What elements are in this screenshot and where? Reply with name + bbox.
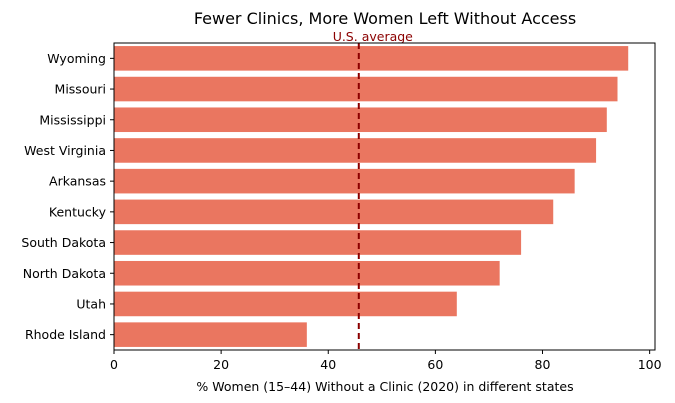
bar-west-virginia xyxy=(114,138,597,163)
y-tick-label: Kentucky xyxy=(49,204,107,219)
bar-utah xyxy=(114,291,457,317)
bar-arkansas xyxy=(114,168,575,194)
bar-kentucky xyxy=(114,199,554,225)
y-tick-labels: Wyoming Missouri Mississippi West Virginia A… xyxy=(21,51,114,342)
y-tick-label: Utah xyxy=(76,296,106,311)
y-tick-label: North Dakota xyxy=(23,266,106,281)
bar-wyoming xyxy=(114,46,629,71)
y-tick-label: Missouri xyxy=(55,82,106,97)
x-tick-label: 60 xyxy=(427,357,443,372)
y-tick-label: Wyoming xyxy=(47,51,106,66)
x-tick-label: 0 xyxy=(110,357,118,372)
y-tick-label: Arkansas xyxy=(49,174,106,189)
x-tick-label: 20 xyxy=(213,357,229,372)
bar-north-dakota xyxy=(114,260,500,286)
chart-title: Fewer Clinics, More Women Left Without A… xyxy=(194,9,576,28)
bar-missouri xyxy=(114,76,618,102)
x-tick-label: 40 xyxy=(320,357,336,372)
x-tick-label: 80 xyxy=(535,357,551,372)
y-tick-label: Rhode Island xyxy=(25,327,106,342)
bar-mississippi xyxy=(114,107,607,133)
x-tick-label: 100 xyxy=(638,357,662,372)
plot-frame xyxy=(113,42,656,351)
bar-rhode-island xyxy=(114,322,307,347)
x-ticks: 0 20 40 60 80 100 xyxy=(110,350,662,372)
y-tick-label: South Dakota xyxy=(21,235,106,250)
us-average-label: U.S. average xyxy=(333,29,413,44)
x-axis-label: % Women (15–44) Without a Clinic (2020) … xyxy=(196,379,573,394)
bar-south-dakota xyxy=(114,230,522,255)
y-tick-label: West Virginia xyxy=(24,143,106,158)
bars-group xyxy=(114,46,629,347)
y-tick-label: Mississippi xyxy=(39,112,106,127)
